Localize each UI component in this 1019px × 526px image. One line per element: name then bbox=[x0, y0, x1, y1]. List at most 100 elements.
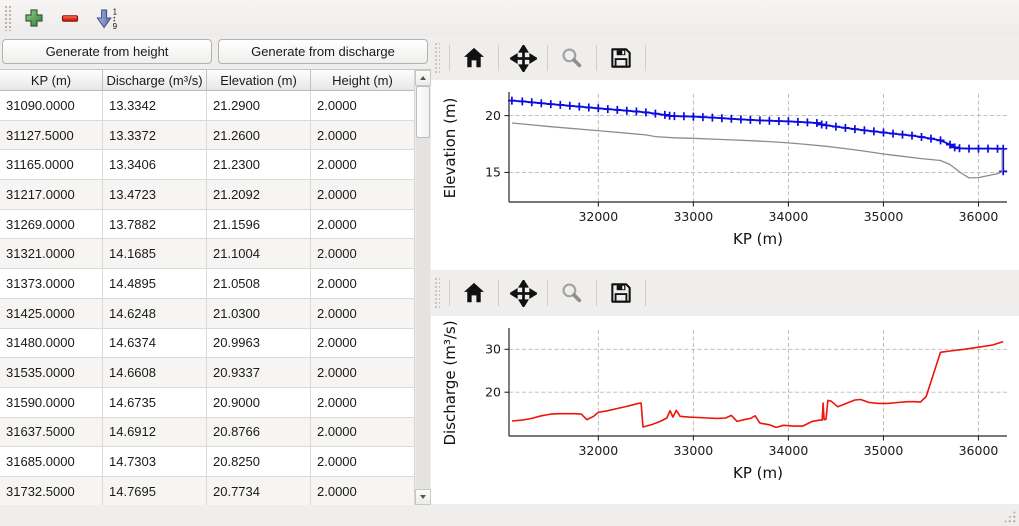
table-cell[interactable]: 14.6912 bbox=[103, 417, 207, 448]
series-group bbox=[508, 96, 1008, 179]
table-cell[interactable]: 2.0000 bbox=[311, 269, 415, 299]
home-icon bbox=[464, 47, 484, 68]
table-cell[interactable]: 2.0000 bbox=[311, 150, 415, 181]
table-cell[interactable]: 31217.0000 bbox=[0, 180, 103, 210]
table-cell[interactable]: 20.9000 bbox=[207, 387, 311, 418]
table-cell[interactable]: 31165.0000 bbox=[0, 150, 103, 181]
column-header[interactable]: Discharge (m³/s) bbox=[103, 70, 207, 91]
table-cell[interactable]: 14.6248 bbox=[103, 298, 207, 329]
table-cell[interactable]: 14.7303 bbox=[103, 447, 207, 477]
table-row: 31373.0000 14.4895 21.0508 2.0000 bbox=[0, 269, 415, 299]
sort-rows-button[interactable]: 1 9 bbox=[91, 3, 121, 33]
table-cell[interactable]: 21.2600 bbox=[207, 120, 311, 151]
table-cell[interactable]: 14.6374 bbox=[103, 328, 207, 359]
main-area: Generate from height Generate from disch… bbox=[0, 36, 1019, 526]
table-cell[interactable]: 14.7695 bbox=[103, 476, 207, 505]
discharge-chart[interactable]: 32000 33000 34000 35000 36000 20 30 KP (m) Disch… bbox=[431, 316, 1019, 504]
generate-from-discharge-button[interactable]: Generate from discharge bbox=[218, 39, 428, 64]
vertical-scrollbar[interactable] bbox=[414, 70, 431, 505]
zoom-button[interactable] bbox=[555, 41, 589, 75]
x-tick-label: 34000 bbox=[769, 209, 809, 224]
toolbar-drag-handle[interactable] bbox=[434, 277, 440, 309]
generate-from-height-button[interactable]: Generate from height bbox=[2, 39, 212, 64]
table-cell[interactable]: 2.0000 bbox=[311, 476, 415, 505]
table-cell[interactable]: 20.7734 bbox=[207, 476, 311, 505]
save-button[interactable] bbox=[604, 276, 638, 310]
table-cell[interactable]: 13.7882 bbox=[103, 209, 207, 240]
table-cell[interactable]: 31321.0000 bbox=[0, 239, 103, 270]
separator bbox=[449, 280, 450, 306]
table-cell[interactable]: 2.0000 bbox=[311, 417, 415, 448]
zoom-icon bbox=[562, 48, 582, 68]
table-cell[interactable]: 21.0300 bbox=[207, 298, 311, 329]
tick-labels: 32000 33000 34000 35000 36000 15 20 bbox=[485, 108, 998, 224]
table-cell[interactable]: 31535.0000 bbox=[0, 358, 103, 388]
x-tick-label: 35000 bbox=[864, 209, 904, 224]
resize-grip[interactable] bbox=[1003, 510, 1016, 523]
table-cell[interactable]: 31480.0000 bbox=[0, 328, 103, 359]
table-cell[interactable]: 2.0000 bbox=[311, 180, 415, 210]
pan-button[interactable] bbox=[506, 41, 540, 75]
table-cell[interactable]: 2.0000 bbox=[311, 239, 415, 270]
elevation-figure: 32000 33000 34000 35000 36000 15 20 KP (m) Eleva… bbox=[431, 80, 1019, 270]
home-button[interactable] bbox=[457, 276, 491, 310]
table-cell[interactable]: 31732.5000 bbox=[0, 476, 103, 505]
table-cell[interactable]: 31373.0000 bbox=[0, 269, 103, 299]
table-cell[interactable]: 21.1004 bbox=[207, 239, 311, 270]
save-button[interactable] bbox=[604, 41, 638, 75]
table-cell[interactable]: 31269.0000 bbox=[0, 209, 103, 240]
table-cell[interactable]: 2.0000 bbox=[311, 298, 415, 329]
add-row-button[interactable] bbox=[19, 3, 49, 33]
table-cell[interactable]: 14.4895 bbox=[103, 269, 207, 299]
elevation-chart[interactable]: 32000 33000 34000 35000 36000 15 20 KP (m) Eleva… bbox=[431, 80, 1019, 270]
x-axis-label: KP (m) bbox=[733, 464, 783, 482]
home-icon bbox=[464, 282, 484, 303]
table-cell[interactable]: 21.1596 bbox=[207, 209, 311, 240]
table-cell[interactable]: 31637.5000 bbox=[0, 417, 103, 448]
table-cell[interactable]: 2.0000 bbox=[311, 447, 415, 477]
table-cell[interactable]: 14.6608 bbox=[103, 358, 207, 388]
table-cell[interactable]: 13.3406 bbox=[103, 150, 207, 181]
column-header[interactable]: Elevation (m) bbox=[207, 70, 311, 91]
table-row: 31535.0000 14.6608 20.9337 2.0000 bbox=[0, 358, 415, 388]
table-cell[interactable]: 21.2300 bbox=[207, 150, 311, 181]
toolbar-drag-handle[interactable] bbox=[434, 42, 440, 74]
column-header[interactable]: Height (m) bbox=[311, 70, 415, 91]
table-cell[interactable]: 2.0000 bbox=[311, 328, 415, 359]
table-cell[interactable]: 13.4723 bbox=[103, 180, 207, 210]
table-cell[interactable]: 2.0000 bbox=[311, 209, 415, 240]
column-header[interactable]: KP (m) bbox=[0, 70, 103, 91]
table-cell[interactable]: 31590.0000 bbox=[0, 387, 103, 418]
scroll-down-button[interactable] bbox=[415, 489, 431, 505]
zoom-button[interactable] bbox=[555, 276, 589, 310]
scrollbar-track[interactable] bbox=[416, 138, 430, 489]
toolbar-drag-handle[interactable] bbox=[4, 5, 11, 31]
pan-button[interactable] bbox=[506, 276, 540, 310]
table-cell[interactable]: 13.3342 bbox=[103, 91, 207, 121]
table-cell[interactable]: 31090.0000 bbox=[0, 91, 103, 121]
table-cell[interactable]: 20.8766 bbox=[207, 417, 311, 448]
pan-icon bbox=[509, 44, 537, 72]
table-cell[interactable]: 20.9337 bbox=[207, 358, 311, 388]
table-cell[interactable]: 20.9963 bbox=[207, 328, 311, 359]
table-cell[interactable]: 21.0508 bbox=[207, 269, 311, 299]
table-cell[interactable]: 20.8250 bbox=[207, 447, 311, 477]
table-cell[interactable]: 21.2092 bbox=[207, 180, 311, 210]
table-cell[interactable]: 2.0000 bbox=[311, 358, 415, 388]
table-cell[interactable]: 2.0000 bbox=[311, 91, 415, 121]
table-cell[interactable]: 13.3372 bbox=[103, 120, 207, 151]
scroll-up-button[interactable] bbox=[415, 70, 431, 86]
table-cell[interactable]: 21.2900 bbox=[207, 91, 311, 121]
home-button[interactable] bbox=[457, 41, 491, 75]
pan-icon bbox=[509, 279, 537, 307]
table-cell[interactable]: 31685.0000 bbox=[0, 447, 103, 477]
table-cell[interactable]: 2.0000 bbox=[311, 387, 415, 418]
table-cell[interactable]: 31425.0000 bbox=[0, 298, 103, 329]
table-cell[interactable]: 14.1685 bbox=[103, 239, 207, 270]
table-cell[interactable]: 2.0000 bbox=[311, 120, 415, 151]
scrollbar-thumb[interactable] bbox=[416, 86, 430, 138]
table-header-row: KP (m) Discharge (m³/s) Elevation (m) Heigh… bbox=[0, 70, 415, 91]
remove-row-button[interactable] bbox=[55, 3, 85, 33]
table-cell[interactable]: 14.6735 bbox=[103, 387, 207, 418]
table-cell[interactable]: 31127.5000 bbox=[0, 120, 103, 151]
